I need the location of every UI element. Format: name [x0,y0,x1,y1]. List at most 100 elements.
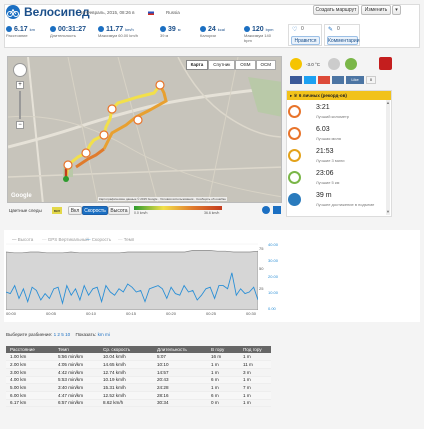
km-marker-icon[interactable] [155,80,165,90]
map-view[interactable]: + − Карта Спутник OSM OCM Google Картогр… [7,56,282,203]
device-app-icon [379,57,392,70]
record-item[interactable]: 3:21 Лучший километр [288,102,358,124]
record-item[interactable]: 23:06 Лучшие 5 км [288,168,358,190]
comment-button[interactable]: Комментарии [327,36,360,45]
table-cell: 6 m [207,376,239,385]
map-settings-gear-icon[interactable] [262,206,270,214]
facebook-share-icon[interactable] [290,76,302,84]
table-cell: 3.00 km [6,368,54,377]
col-descent[interactable]: Под гору [239,346,271,353]
km-marker-icon[interactable] [133,115,143,125]
table-cell: 15.31 km/h [99,383,153,392]
col-ascent[interactable]: В гору [207,346,239,353]
table-cell: 1 m [207,383,239,392]
legend-elevation[interactable]: — Высота [12,237,34,242]
zoom-slider[interactable] [19,91,21,119]
record-item[interactable]: 39 m Лучшее достижение в подъеме [288,190,374,216]
comment-box[interactable]: ✎ 0 Комментарии [324,24,360,46]
table-cell: 16 m [207,353,239,362]
show-units-options[interactable]: km mi [97,332,110,337]
legend-gps-vertical[interactable]: — GPS Вертикальный [42,237,89,242]
table-cell: 1 m [239,399,271,408]
like-button[interactable]: Нравится [291,36,320,45]
mountain-badge-icon [288,193,301,206]
color-by-speed-button[interactable]: Скорость [82,206,108,215]
km-marker-icon[interactable] [107,104,117,114]
ascent-icon [160,26,166,33]
record-badge-icon [288,171,301,184]
col-avg-speed[interactable]: Ср. скорость [99,346,153,353]
col-pace[interactable]: Темп [54,346,99,353]
like-share-button[interactable]: Like [346,76,364,84]
location-flag-icon [148,10,154,15]
splits-selector: Выберите разбиение: 1 2 5 10 Показать: k… [6,332,110,337]
km-marker-icon[interactable] [99,130,109,140]
record-value: 6.03 [316,126,330,133]
table-cell: 12.74 km/h [99,368,153,377]
stat-heartrate-label: Максимум 140 bpm [244,33,271,43]
comment-icon: ✎ [328,27,334,33]
table-cell: 6.00 km [6,391,54,400]
share-buttons-row[interactable]: Like 0 [290,76,392,84]
trophy-icon: ♛ [293,93,298,98]
record-badge-icon [288,105,301,118]
table-cell: 1 m [207,360,239,369]
legend-elevation-label: Высота [17,237,34,242]
zoom-in-button[interactable]: + [16,81,24,89]
google-share-icon[interactable] [318,76,330,84]
km-marker-icon[interactable] [81,148,91,158]
map-tab-ocm[interactable]: OCM [255,60,276,70]
twitter-share-icon[interactable] [304,76,316,84]
col-distance[interactable]: Расстояние [6,346,54,353]
records-scrollbar[interactable]: ▲ ▼ [386,100,390,215]
colored-tracks-toggle[interactable]: вкл [52,207,62,214]
split-select-options[interactable]: 1 2 5 10 [53,332,71,337]
start-marker-icon[interactable] [63,176,69,182]
map-tab-satellite[interactable]: Спутник [208,60,236,70]
fullscreen-icon[interactable] [273,206,281,214]
stat-ascent-unit: м [177,27,181,32]
share-count: 0 [366,76,376,84]
stat-speed-value: 11.77 [106,26,124,33]
comments-count: 0 [337,26,340,32]
calories-icon [200,26,206,33]
legend-gps-vertical-label: GPS Вертикальный [47,237,89,242]
stat-distance-label: Расстояние [6,33,28,38]
stat-ascent-label: 39 м [160,33,169,38]
record-label: Лучшие 5 км [316,180,340,185]
more-dropdown-button[interactable]: ▾ [392,5,401,15]
col-duration[interactable]: Длительность [153,346,207,353]
like-box[interactable]: ♡ 0 Нравится [288,24,322,46]
table-cell: 6 m [207,391,239,400]
workout-chart[interactable] [6,242,258,310]
table-cell: 30:34 [153,399,207,408]
table-cell: 3 m [239,368,271,377]
km-marker-icon[interactable] [63,160,73,170]
y-right-tick-label: 10.00 [268,290,279,295]
elevation-area [6,250,258,310]
create-route-button[interactable]: Создать маршрут [313,5,359,15]
route-map-canvas[interactable] [8,57,282,203]
map-pan-control[interactable] [13,63,27,77]
table-cell: 1.00 km [6,353,54,362]
zoom-out-button[interactable]: − [16,121,24,129]
color-by-off-button[interactable]: Вкл [68,206,82,215]
legend-pace[interactable]: — Темп [118,237,135,242]
records-header[interactable]: ▸ ♛ 6 личных (рекорд-ов) [287,91,391,100]
record-label: Лучшая миля [316,136,341,141]
record-badge-icon [288,127,301,140]
record-item[interactable]: 21:53 Лучшие 3 мили [288,146,358,168]
heart-outline-icon: ♡ [292,27,298,33]
table-cell: 14.65 km/h [99,360,153,369]
color-by-elevation-button[interactable]: Высота [108,206,130,215]
edit-button[interactable]: Изменить [361,5,391,15]
vk-share-icon[interactable] [332,76,344,84]
speed-icon [98,26,104,33]
legend-speed[interactable]: — Скорость [86,237,112,242]
record-item[interactable]: 6.03 Лучшая миля [288,124,358,146]
map-tab-osm[interactable]: OSM [235,60,256,70]
map-tab-map[interactable]: Карта [185,60,209,70]
